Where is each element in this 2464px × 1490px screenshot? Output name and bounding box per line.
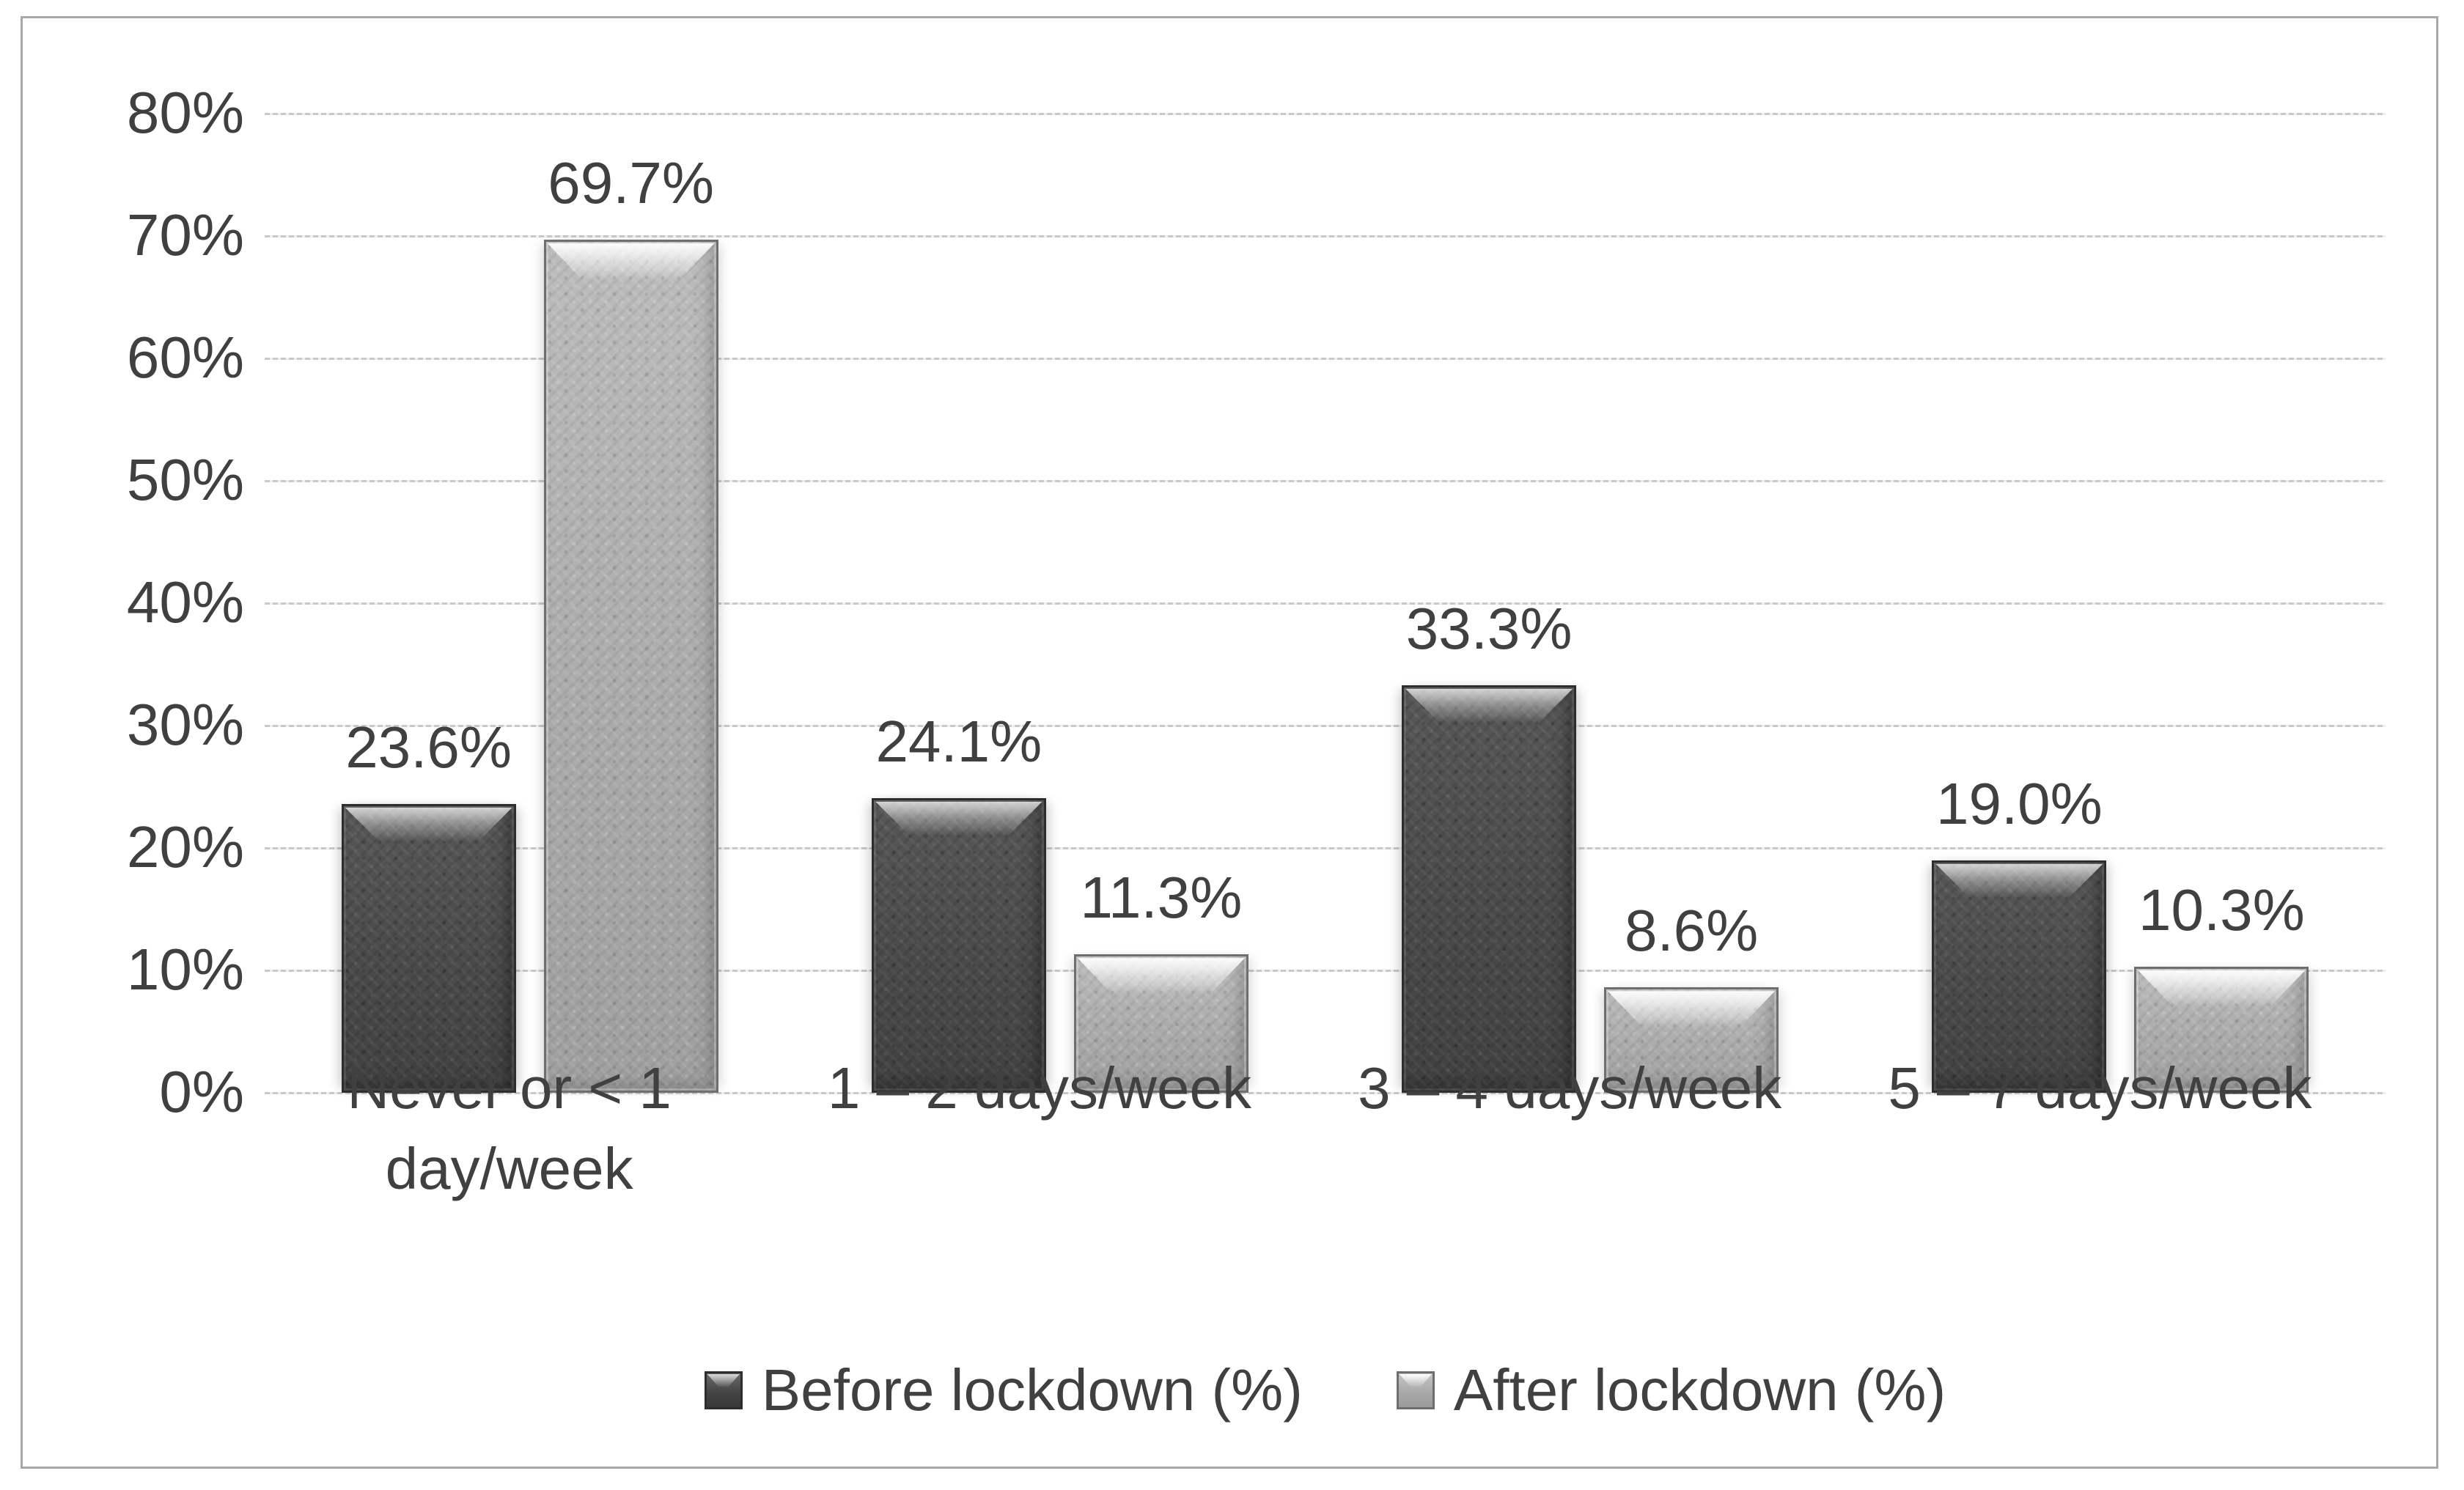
plot-area: 23.6% 69.7% 24.1% 11.3% 33.3% 8.6% 19.0% 10.3%	[265, 113, 2386, 1094]
y-axis-tick-label: 80%	[126, 80, 244, 145]
x-axis-category-label-line: 3 – 4 days/week	[1358, 1055, 1782, 1121]
category-group: 23.6% 69.7%	[265, 114, 795, 1093]
category-group: 33.3% 8.6%	[1325, 114, 1856, 1093]
gridline	[265, 113, 2386, 115]
y-axis-tick-label: 30%	[126, 692, 244, 757]
x-axis-category-label: 3 – 4 days/week	[1305, 1048, 1835, 1129]
y-axis-tick-label: 10%	[126, 937, 244, 1002]
gridline	[265, 235, 2386, 237]
bar-before-lockdown: 19.0%	[1932, 772, 2107, 1093]
bar-value-label: 11.3%	[1080, 865, 1243, 931]
legend-marker-before-icon	[704, 1371, 743, 1409]
x-axis-category-label-line: day/week	[385, 1136, 633, 1201]
legend-item-before-lockdown: Before lockdown (%)	[704, 1357, 1303, 1423]
legend-label: After lockdown (%)	[1453, 1357, 1946, 1423]
legend-marker-after-icon	[1396, 1371, 1435, 1409]
gridline	[265, 847, 2386, 849]
bar-after-lockdown: 69.7%	[543, 152, 718, 1093]
legend-item-after-lockdown: After lockdown (%)	[1396, 1357, 1946, 1423]
gridline	[265, 1092, 2386, 1094]
bar-after-lockdown: 10.3%	[2134, 879, 2309, 1093]
y-axis-tick-label: 40%	[126, 569, 244, 635]
y-axis-tick-label: 70%	[126, 202, 244, 268]
bar-value-label: 8.6%	[1624, 898, 1759, 964]
bar-value-label: 33.3%	[1405, 595, 1573, 661]
gridline	[265, 358, 2386, 360]
bar-after-lockdown: 8.6%	[1604, 900, 1779, 1093]
gridline	[265, 480, 2386, 482]
gridline	[265, 970, 2386, 972]
bar-after-lockdown: 11.3%	[1073, 867, 1248, 1093]
y-axis-tick-label: 60%	[126, 325, 244, 390]
y-axis-tick-label: 50%	[126, 447, 244, 512]
x-axis-category-label: 5 – 7 days/week	[1835, 1048, 2365, 1129]
legend: Before lockdown (%) After lockdown (%)	[265, 1346, 2386, 1434]
bar-value-label: 69.7%	[548, 150, 715, 216]
category-group: 24.1% 11.3%	[795, 114, 1325, 1093]
x-axis-category-label-line: Never or < 1	[347, 1055, 672, 1121]
x-axis-category-label: Never or < 1 day/week	[244, 1048, 774, 1209]
bar-before-lockdown: 33.3%	[1402, 597, 1577, 1093]
legend-label: Before lockdown (%)	[761, 1357, 1303, 1423]
bar-value-label: 23.6%	[345, 714, 512, 780]
bar-value-label: 19.0%	[1935, 770, 2103, 836]
x-axis-category-label: 1 – 2 days/week	[774, 1048, 1304, 1129]
x-axis-category-label-line: 5 – 7 days/week	[1888, 1055, 2312, 1121]
bar-value-label: 10.3%	[2138, 877, 2305, 943]
bar-value-label: 24.1%	[875, 708, 1042, 774]
bar-before-lockdown: 23.6%	[341, 716, 516, 1093]
x-axis-category-label-line: 1 – 2 days/week	[827, 1055, 1251, 1121]
category-group: 19.0% 10.3%	[1856, 114, 2386, 1093]
bar-before-lockdown: 24.1%	[871, 710, 1046, 1093]
y-axis-tick-label: 20%	[126, 814, 244, 879]
chart-frame: 23.6% 69.7% 24.1% 11.3% 33.3% 8.6% 19.0% 10.3% …	[21, 16, 2438, 1469]
y-axis-tick-label: 0%	[159, 1059, 244, 1124]
gridline	[265, 602, 2386, 605]
gridline	[265, 725, 2386, 727]
